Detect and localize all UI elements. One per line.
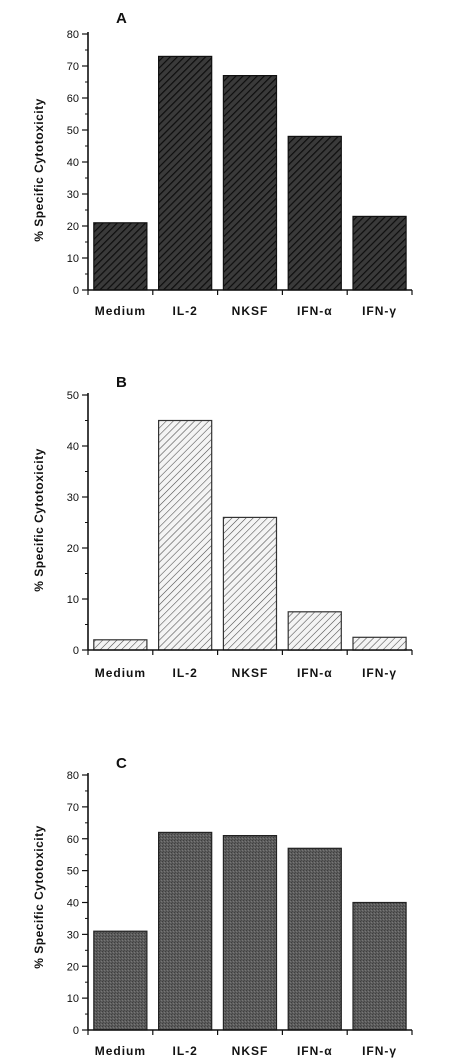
- bar-medium: [93, 222, 148, 291]
- x-tick-label: Medium: [95, 1044, 146, 1058]
- panel-letter: C: [116, 755, 127, 772]
- x-tick-label: IFN-γ: [362, 1044, 397, 1058]
- x-tick-label: Medium: [95, 666, 146, 680]
- y-tick-label: 60: [67, 93, 79, 105]
- y-tick-label: 40: [67, 157, 79, 169]
- panel-b: B % Specific Cytotoxicity 0 10 20 30 40 50 Me…: [32, 374, 413, 680]
- y-axis-label: % Specific Cytotoxicity: [32, 98, 46, 242]
- x-tick-label: NKSF: [232, 1044, 269, 1058]
- y-tick-label: 20: [67, 543, 79, 555]
- y-axis-label: % Specific Cytotoxicity: [32, 825, 46, 969]
- y-tick-label: 50: [67, 390, 79, 402]
- bar-il-2: [158, 831, 213, 1031]
- x-ticks: Medium IL-2 NKSF IFN-α IFN-γ: [87, 1030, 413, 1058]
- bar-ifn: [287, 847, 342, 1031]
- y-tick-label: 80: [67, 29, 79, 41]
- y-tick-label: 30: [67, 189, 79, 201]
- bar-ifn: [287, 135, 342, 291]
- y-tick-label: 50: [67, 866, 79, 878]
- x-ticks: Medium IL-2 NKSF IFN-α IFN-γ: [87, 290, 413, 318]
- bar-series: [93, 55, 407, 291]
- bar-ifn: [352, 901, 407, 1031]
- x-tick-label: IL-2: [173, 666, 198, 680]
- y-ticks: 0 10 20 30 40 50: [67, 390, 88, 657]
- y-tick-label: 0: [73, 1025, 79, 1037]
- x-tick-label: IFN-α: [297, 1044, 333, 1058]
- y-tick-label: 70: [67, 61, 79, 73]
- bar-ifn: [287, 611, 342, 651]
- y-axis-label: % Specific Cytotoxicity: [32, 448, 46, 592]
- y-tick-label: 0: [73, 645, 79, 657]
- panel-letter: A: [116, 10, 127, 27]
- y-tick-label: 30: [67, 492, 79, 504]
- y-tick-label: 40: [67, 441, 79, 453]
- y-ticks: 0 10 20 30 40 50 60 70 80: [67, 29, 88, 297]
- y-ticks: 0 10 20 30 40 50 60 70 80: [67, 770, 88, 1037]
- axes: [87, 32, 412, 291]
- bar-il-2: [158, 55, 213, 291]
- x-tick-label: IFN-α: [297, 666, 333, 680]
- y-tick-label: 40: [67, 898, 79, 910]
- panel-letter: B: [116, 374, 127, 391]
- y-tick-label: 70: [67, 802, 79, 814]
- bar-il-2: [158, 419, 213, 651]
- axes: [87, 393, 412, 651]
- bar-nksf: [222, 834, 278, 1031]
- y-tick-label: 80: [67, 770, 79, 782]
- y-tick-label: 30: [67, 929, 79, 941]
- x-tick-label: IFN-α: [297, 304, 333, 318]
- y-tick-label: 10: [67, 594, 79, 606]
- y-tick-label: 10: [67, 253, 79, 265]
- x-tick-label: NKSF: [232, 304, 269, 318]
- y-tick-label: 60: [67, 834, 79, 846]
- x-tick-label: NKSF: [232, 666, 269, 680]
- y-tick-label: 20: [67, 221, 79, 233]
- panel-a: A % Specific Cytotoxicity 0 10 20 30 40 50 60 7…: [32, 10, 413, 318]
- bar-ifn: [352, 215, 407, 291]
- bar-nksf: [222, 516, 278, 651]
- bar-medium: [93, 930, 148, 1031]
- bar-series: [93, 419, 407, 651]
- y-tick-label: 0: [73, 285, 79, 297]
- y-tick-label: 10: [67, 993, 79, 1005]
- x-tick-label: IL-2: [173, 304, 198, 318]
- panel-c: C % Specific Cytotoxicity 0 10 20 30 40 50 60 7…: [32, 755, 413, 1058]
- x-tick-label: Medium: [95, 304, 146, 318]
- x-tick-label: IFN-γ: [362, 304, 397, 318]
- y-tick-label: 20: [67, 961, 79, 973]
- x-ticks: Medium IL-2 NKSF IFN-α IFN-γ: [87, 650, 413, 680]
- y-tick-label: 50: [67, 125, 79, 137]
- bar-medium: [93, 639, 148, 651]
- bar-series: [93, 831, 407, 1031]
- x-tick-label: IFN-γ: [362, 666, 397, 680]
- bar-nksf: [222, 74, 278, 291]
- axes: [87, 773, 412, 1031]
- bar-ifn: [352, 636, 407, 651]
- x-tick-label: IL-2: [173, 1044, 198, 1058]
